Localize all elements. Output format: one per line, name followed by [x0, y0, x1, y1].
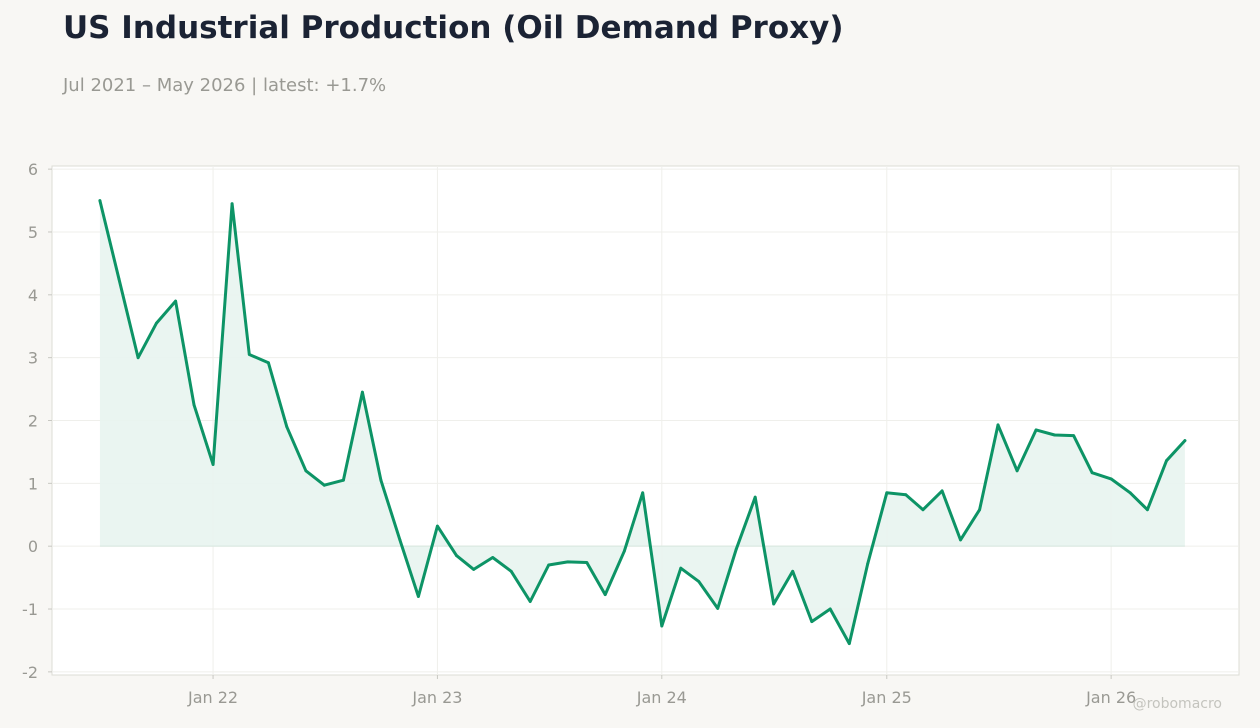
- data-point: [1015, 469, 1019, 473]
- data-point: [547, 563, 551, 567]
- x-axis: Jan 22 Jan 23 Jan 24 Jan 25 Jan 26: [187, 675, 1136, 707]
- data-point: [566, 560, 570, 564]
- x-tick-label: Jan 25: [861, 688, 912, 707]
- data-point: [753, 495, 757, 499]
- data-point: [304, 469, 308, 473]
- y-axis: -2 -1 0 1 2 3 4 5 6: [22, 160, 52, 682]
- data-point: [585, 561, 589, 564]
- data-point: [117, 277, 121, 281]
- data-point: [285, 425, 289, 429]
- data-point: [528, 600, 532, 603]
- data-point: [1053, 433, 1056, 437]
- data-point: [847, 642, 851, 645]
- data-point: [174, 299, 178, 303]
- data-point: [716, 607, 720, 610]
- data-point: [455, 554, 458, 557]
- data-point: [940, 489, 944, 493]
- x-tick-label: Jan 22: [187, 688, 238, 707]
- y-tick-label: 1: [28, 474, 38, 493]
- data-point: [978, 508, 981, 512]
- data-point: [904, 493, 908, 497]
- y-tick-label: -1: [22, 600, 38, 619]
- series-area-fill: [99, 200, 1185, 644]
- data-point: [660, 624, 664, 628]
- data-point: [136, 356, 140, 360]
- data-point: [996, 423, 1000, 427]
- data-point: [155, 321, 158, 325]
- y-tick-label: 5: [28, 223, 38, 242]
- data-point: [322, 483, 326, 487]
- data-point: [828, 607, 832, 611]
- data-point: [603, 593, 607, 596]
- data-point: [247, 353, 251, 356]
- data-point: [866, 562, 870, 566]
- y-tick-label: 2: [28, 412, 38, 431]
- data-point: [509, 569, 513, 573]
- data-point: [959, 538, 962, 542]
- data-point: [230, 202, 234, 206]
- y-tick-label: 0: [28, 537, 38, 556]
- data-point: [398, 538, 402, 542]
- data-point: [211, 463, 215, 466]
- data-point: [1165, 459, 1168, 463]
- data-point: [1109, 477, 1113, 481]
- data-point: [641, 491, 645, 495]
- data-point: [697, 580, 701, 583]
- y-tick-label: 6: [28, 160, 38, 179]
- data-point: [379, 478, 383, 482]
- y-tick-label: 4: [28, 286, 38, 305]
- data-point: [472, 568, 476, 571]
- data-point: [921, 508, 925, 512]
- data-point: [436, 524, 439, 528]
- data-point: [1128, 491, 1132, 495]
- data-point: [1072, 434, 1075, 437]
- watermark: @robomacro: [1132, 696, 1222, 712]
- data-point: [1183, 439, 1187, 442]
- data-point: [267, 361, 270, 365]
- data-point: [810, 620, 814, 623]
- area-layer: [99, 200, 1185, 644]
- data-point: [1090, 471, 1094, 475]
- data-point: [1034, 428, 1038, 432]
- data-point: [734, 547, 738, 551]
- x-tick-label: Jan 23: [411, 688, 462, 707]
- data-point: [679, 566, 683, 570]
- data-point: [791, 569, 795, 573]
- x-tick-label: Jan 26: [1085, 688, 1136, 707]
- y-tick-label: -2: [22, 663, 38, 682]
- data-point: [491, 556, 495, 559]
- data-point: [417, 595, 420, 598]
- x-tick-label: Jan 24: [636, 688, 687, 707]
- data-point: [772, 602, 776, 606]
- y-tick-label: 3: [28, 349, 38, 368]
- chart-subtitle: Jul 2021 – May 2026 | latest: +1.7%: [63, 75, 387, 96]
- data-point: [192, 403, 196, 407]
- line-layer: [98, 199, 1187, 646]
- data-point: [98, 199, 102, 203]
- chart-title: US Industrial Production (Oil Demand Pro…: [63, 10, 844, 46]
- data-point: [361, 390, 364, 394]
- data-point: [1146, 508, 1149, 512]
- data-point: [622, 549, 626, 553]
- data-point: [885, 491, 889, 495]
- data-point: [342, 478, 345, 482]
